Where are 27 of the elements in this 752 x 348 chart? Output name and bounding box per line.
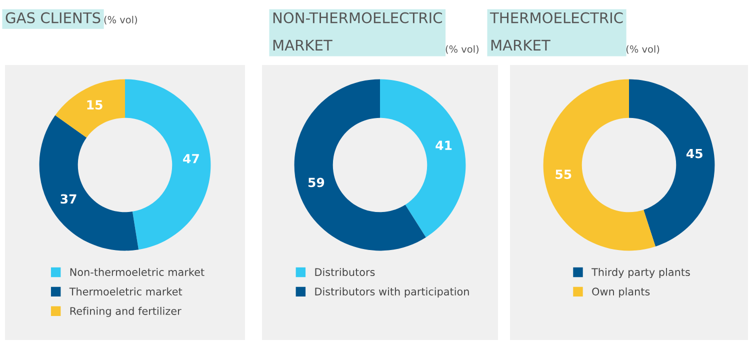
legend-label: Distributors [315, 268, 375, 276]
legend-label: Own plants [592, 287, 650, 298]
data-label: 15 [87, 100, 102, 110]
legend-label: Thermoeletric market [69, 287, 182, 296]
donut-slice [55, 79, 125, 138]
donut-slice [39, 115, 139, 251]
chart-subtitle: (% vol) [626, 45, 660, 54]
legend-label: Distributors with participation [315, 287, 469, 298]
data-label: 47 [183, 154, 199, 164]
data-label: 41 [436, 140, 452, 150]
chart-title: GAS CLIENTS [6, 12, 100, 24]
donut-slice [380, 79, 466, 238]
donut-slice [543, 79, 656, 251]
donut-slice [125, 79, 211, 250]
chart-title: NON-THERMOELECTRIC MARKET [273, 12, 442, 50]
legend-label: Thirdy party plants [592, 268, 690, 278]
data-label: 45 [686, 148, 702, 158]
data-label: 59 [308, 178, 324, 188]
donut-slice [294, 79, 426, 251]
chart-title: THERMOELECTRIC MARKET [490, 12, 623, 50]
legend-label: Refining and fertilizer [70, 306, 182, 317]
data-label: 37 [60, 194, 76, 204]
donut-slice [629, 79, 715, 247]
chart-subtitle: (% vol) [446, 45, 478, 54]
data-label: 55 [556, 170, 572, 180]
legend-label: Non-thermoeletric market [70, 268, 204, 276]
chart-subtitle: (% vol) [104, 16, 137, 25]
